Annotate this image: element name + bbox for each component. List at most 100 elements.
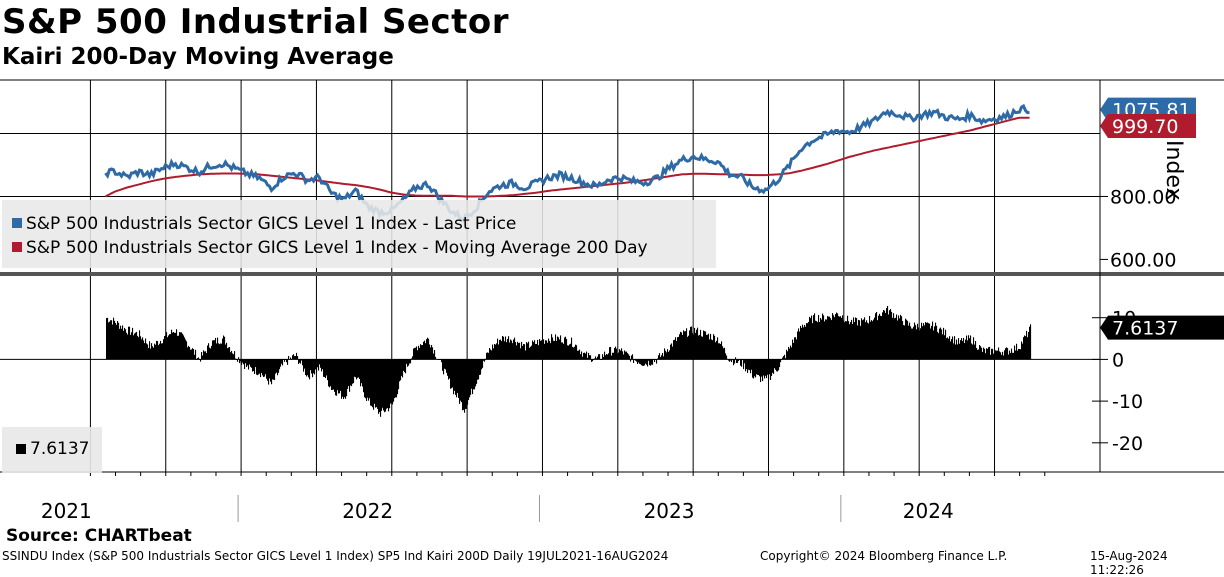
kairi-bar (419, 347, 421, 360)
kairi-bar (422, 345, 424, 360)
kairi-bar (750, 359, 752, 374)
kairi-bar (169, 334, 171, 360)
kairi-bar (934, 326, 936, 360)
kairi-bar (584, 352, 586, 360)
kairi-bar (640, 359, 642, 365)
kairi-bar (481, 359, 483, 370)
kairi-bar (467, 359, 469, 405)
kairi-bar (224, 336, 226, 360)
x-tick-label-year: 2023 (644, 499, 695, 523)
kairi-bar (238, 357, 240, 360)
kairi-bar (360, 359, 362, 387)
kairi-bar (1002, 351, 1004, 360)
kairi-bar (313, 359, 315, 374)
kairi-bar (521, 341, 523, 360)
kairi-bar (713, 334, 715, 360)
kairi-bar (1024, 335, 1026, 360)
kairi-bar (304, 359, 306, 369)
kairi-bar (1011, 348, 1013, 360)
kairi-bar (473, 359, 475, 390)
kairi-bar (428, 338, 430, 360)
kairi-bar (314, 359, 316, 375)
kairi-bar (690, 326, 692, 360)
kairi-bar (580, 354, 582, 360)
kairi-bar (818, 315, 820, 360)
kairi-bar (930, 328, 932, 360)
kairi-bar (115, 323, 117, 360)
kairi-bar (777, 359, 779, 372)
kairi-bar (520, 348, 522, 360)
kairi-bar (771, 359, 773, 376)
kairi-bar (597, 356, 599, 360)
kairi-bar (441, 359, 443, 363)
kairi-bar (993, 353, 995, 360)
kairi-bar (938, 333, 940, 360)
kairi-bar (150, 348, 152, 360)
kairi-bar (413, 348, 415, 360)
kairi-bar (833, 315, 835, 360)
kairi-bar (869, 315, 871, 360)
kairi-bar (182, 333, 184, 360)
kairi-bar (876, 312, 878, 360)
kairi-bar (351, 359, 353, 387)
kairi-bar (820, 317, 822, 360)
kairi-bar (458, 359, 460, 399)
kairi-bar (245, 359, 247, 364)
kairi-bar (488, 352, 490, 360)
kairi-bar (880, 315, 882, 360)
kairi-bar (284, 359, 286, 362)
kairi-bar (202, 355, 204, 360)
kairi-bar (286, 359, 288, 363)
kairi-bar (253, 359, 255, 372)
kairi-bar (955, 344, 957, 360)
kairi-bar (451, 359, 453, 389)
kairi-bar (414, 347, 416, 360)
kairi-bar (130, 334, 132, 360)
kairi-bar (723, 348, 725, 360)
kairi-bar (888, 314, 890, 360)
kairi-bar (874, 317, 876, 360)
kairi-bar (897, 320, 899, 360)
kairi-bar (982, 351, 984, 360)
kairi-bar (280, 359, 282, 367)
kairi-bar (391, 359, 393, 404)
kairi-bar (128, 326, 130, 360)
kairi-bar (448, 359, 450, 380)
kairi-bar (292, 355, 294, 360)
kairi-bar (991, 348, 993, 360)
kairi-bar (756, 359, 758, 375)
kairi-bar (937, 331, 939, 360)
kairi-bar (855, 317, 857, 360)
kairi-bar (387, 359, 389, 408)
kairi-bar (559, 339, 561, 360)
kairi-bar (449, 359, 451, 379)
kairi-bar (143, 340, 145, 360)
kairi-bar (326, 359, 328, 376)
kairi-bar (646, 359, 648, 365)
kairi-bar (255, 359, 257, 367)
kairi-bar (205, 351, 207, 360)
kairi-bar (126, 332, 128, 360)
kairi-bar (813, 315, 815, 360)
kairi-bar (389, 359, 391, 409)
kairi-bar (394, 359, 396, 399)
kairi-bar (263, 359, 265, 378)
kairi-bar (978, 349, 980, 360)
kairi-bar (635, 359, 637, 361)
y-axis-label: Index (1161, 140, 1186, 201)
kairi-bar (171, 329, 173, 360)
kairi-bar (749, 359, 751, 371)
kairi-bar (272, 359, 274, 380)
kairi-bar (349, 359, 351, 392)
kairi-bar (282, 359, 284, 366)
kairi-bar (622, 351, 624, 360)
kairi-bar (450, 359, 452, 389)
kairi-bar (249, 359, 251, 365)
kairi-bar (208, 343, 210, 360)
kairi-bar (220, 343, 222, 360)
kairi-bar (913, 326, 915, 360)
kairi-bar (243, 359, 245, 365)
kairi-bar (527, 343, 529, 360)
kairi-bar (599, 354, 601, 360)
kairi-bar (918, 327, 920, 360)
